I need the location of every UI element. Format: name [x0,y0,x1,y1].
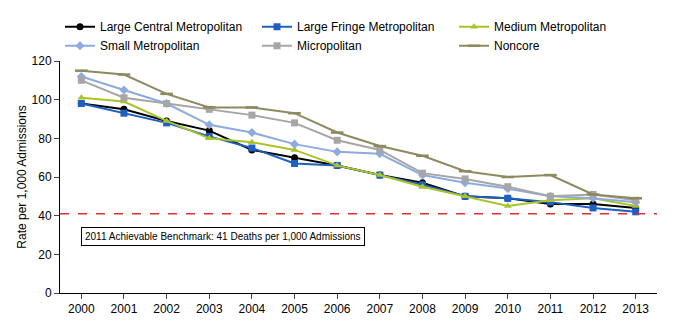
svg-text:2011 Achievable Benchmark: 41: 2011 Achievable Benchmark: 41 Deaths per… [85,231,361,242]
svg-text:2009: 2009 [452,302,479,316]
svg-text:2013: 2013 [622,302,649,316]
svg-text:Noncore: Noncore [494,39,540,53]
svg-text:2000: 2000 [68,302,95,316]
svg-text:2003: 2003 [196,302,223,316]
svg-text:2008: 2008 [409,302,436,316]
svg-text:2012: 2012 [580,302,607,316]
svg-text:2005: 2005 [281,302,308,316]
svg-text:0: 0 [45,286,52,300]
svg-text:40: 40 [38,209,52,223]
svg-text:2007: 2007 [366,302,393,316]
svg-text:Medium Metropolitan: Medium Metropolitan [494,20,606,34]
svg-text:Large Central Metropolitan: Large Central Metropolitan [100,20,242,34]
svg-text:2006: 2006 [324,302,351,316]
svg-text:Small Metropolitan: Small Metropolitan [100,39,199,53]
svg-text:80: 80 [38,132,52,146]
svg-text:2010: 2010 [494,302,521,316]
svg-text:60: 60 [38,170,52,184]
svg-text:20: 20 [38,248,52,262]
svg-text:Large Fringe Metropolitan: Large Fringe Metropolitan [297,20,434,34]
svg-text:2001: 2001 [111,302,138,316]
svg-text:120: 120 [32,54,52,68]
svg-text:2004: 2004 [239,302,266,316]
svg-text:2002: 2002 [153,302,180,316]
svg-text:Micropolitan: Micropolitan [297,39,362,53]
svg-text:Rate per 1,000 Admissions: Rate per 1,000 Admissions [15,105,29,248]
svg-text:100: 100 [32,93,52,107]
svg-text:2011: 2011 [537,302,563,316]
